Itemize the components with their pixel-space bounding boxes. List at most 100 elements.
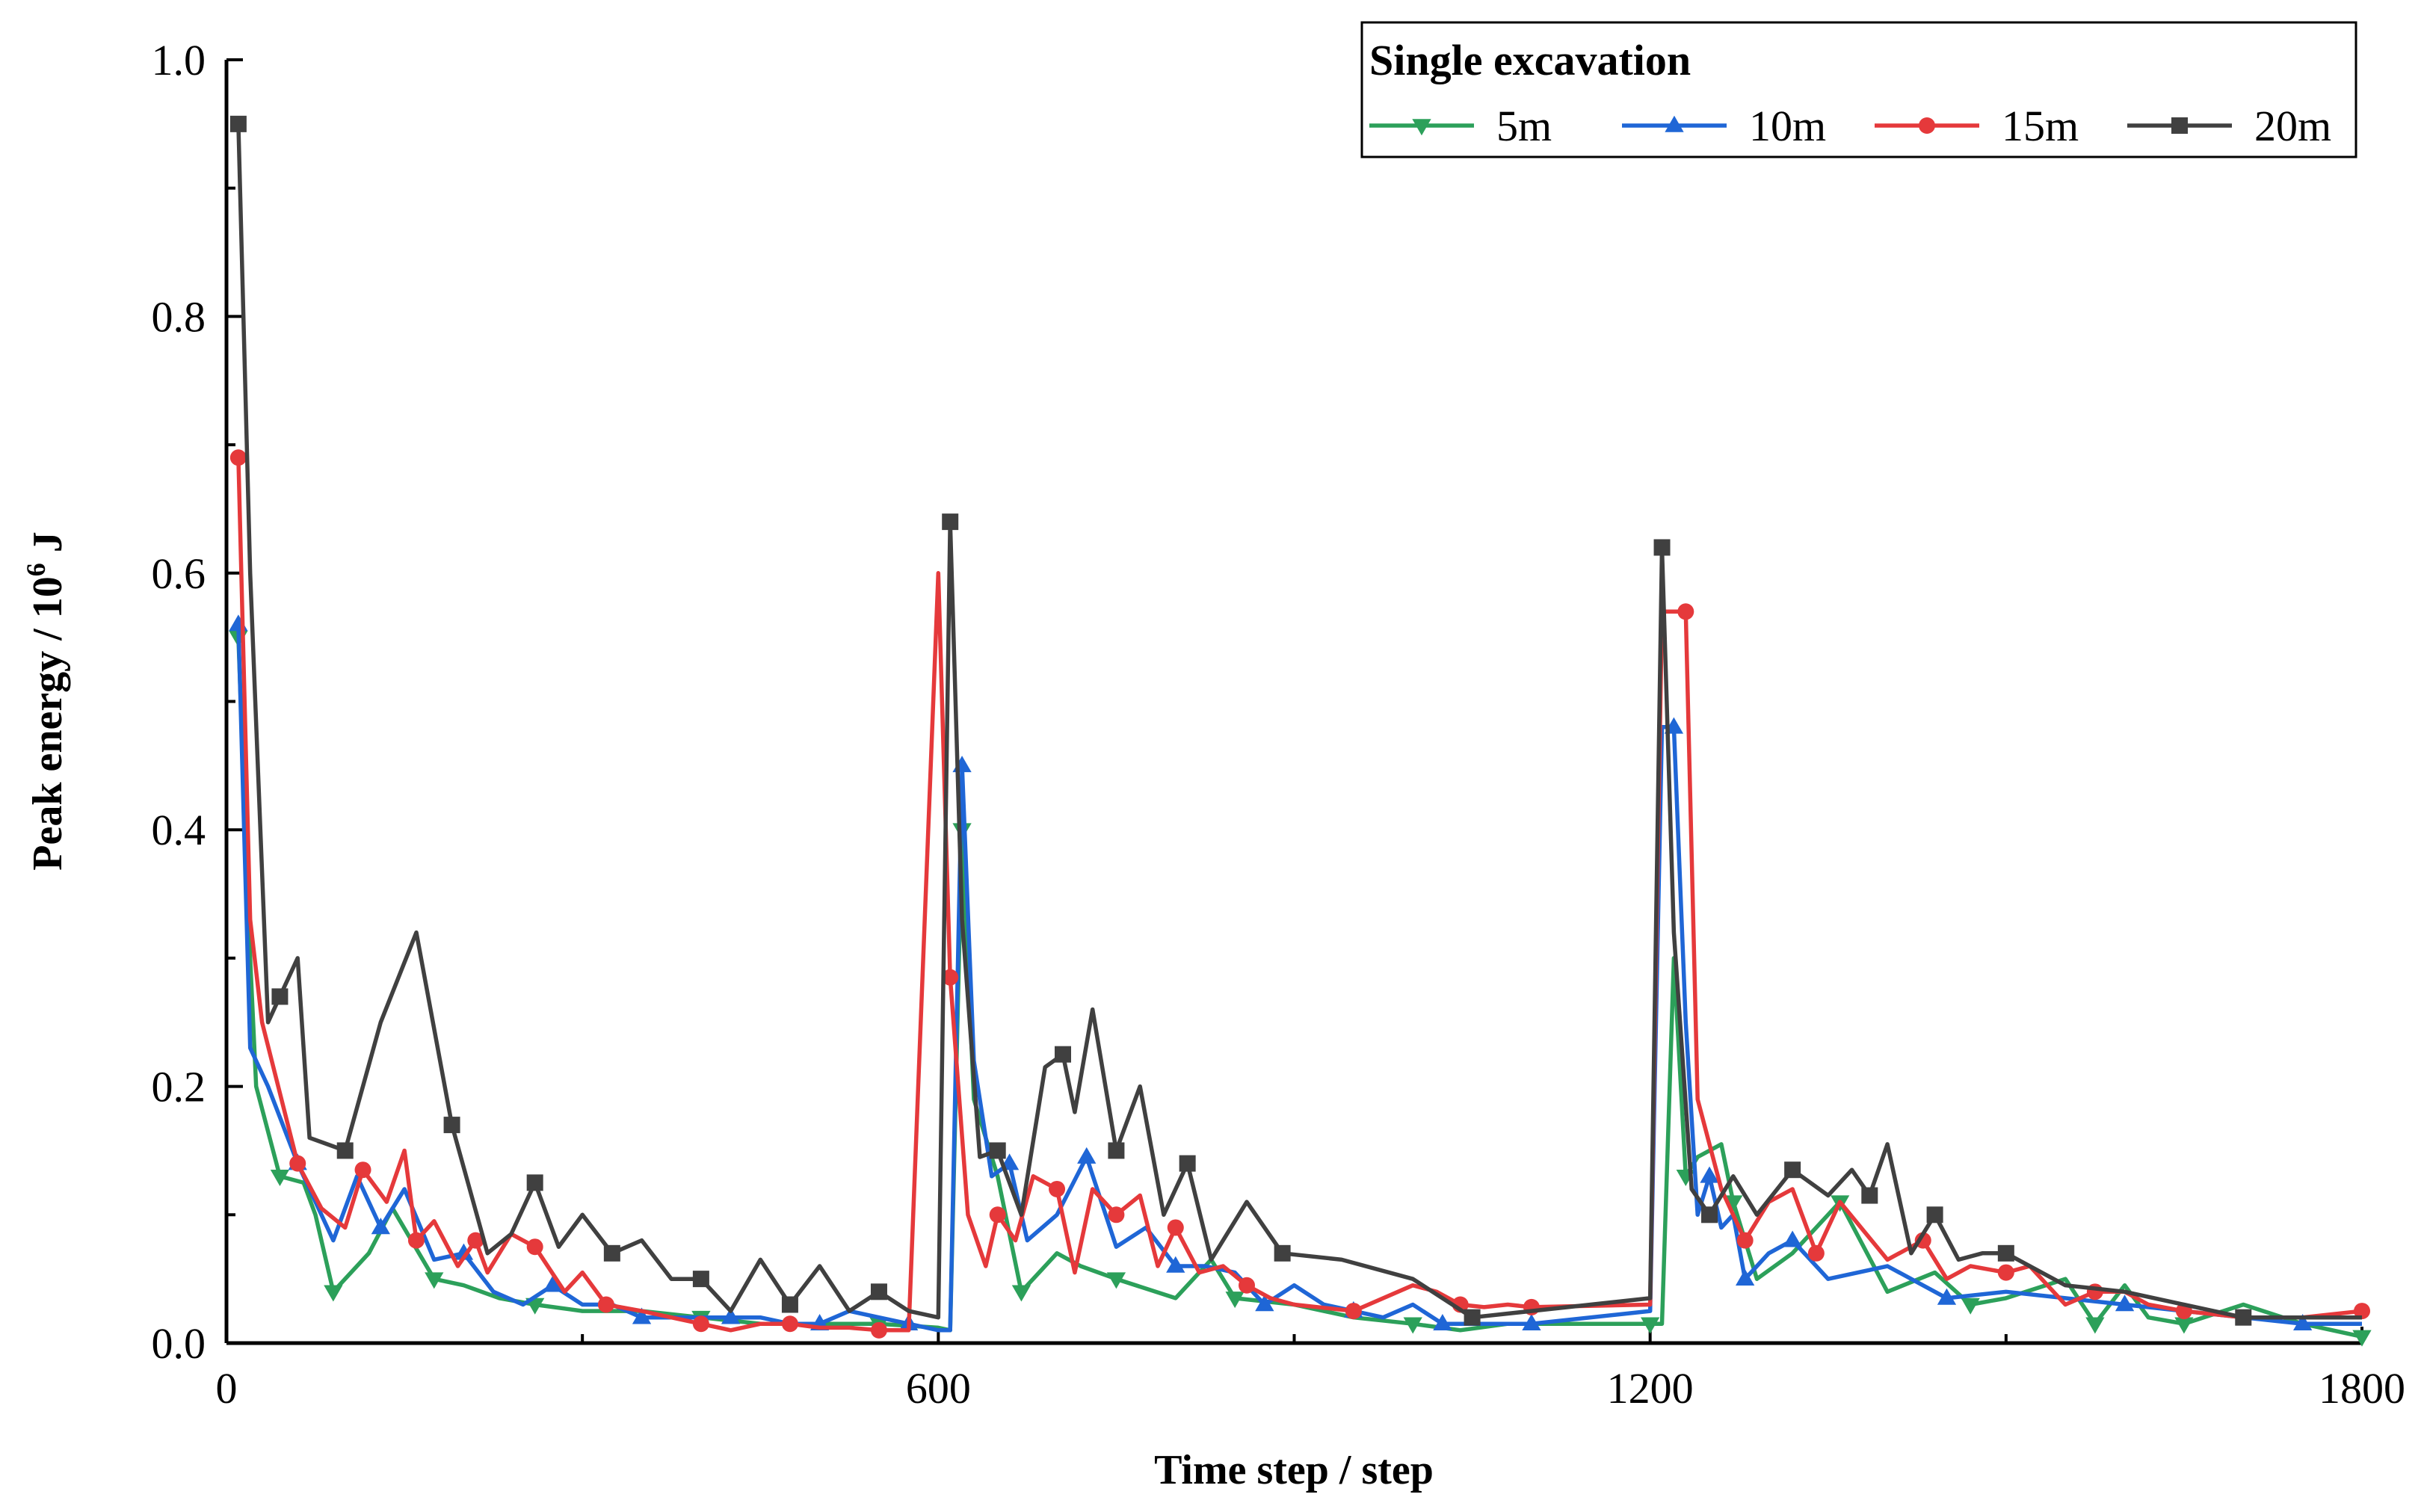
legend-label-20m: 20m [2254, 102, 2331, 150]
y-tick-label: 0.4 [152, 806, 206, 854]
y-tick-label: 1.0 [152, 36, 206, 84]
legend-marker-5m [1412, 119, 1431, 136]
data-point-10m [1522, 1314, 1541, 1331]
data-point-10m [1077, 1147, 1097, 1164]
data-point-10m [721, 1307, 741, 1324]
y-tick-label: 0.2 [152, 1063, 206, 1111]
tick-labels: 0 600 1200 1800 0.0 0.2 0.4 0.6 0.8 1.0 [152, 36, 2406, 1413]
series-line-10m [236, 624, 2362, 1333]
data-point-5m [324, 1285, 343, 1302]
data-point-5m [2174, 1317, 2194, 1334]
data-point-20m [692, 1271, 709, 1288]
data-point-10m [632, 1307, 652, 1324]
x-tick-label: 0 [216, 1364, 238, 1413]
y-tick-label: 0.6 [152, 549, 206, 598]
data-point-20m [229, 115, 247, 132]
data-point-10m [1937, 1288, 1957, 1305]
data-point-20m [1653, 539, 1671, 556]
data-point-15m [597, 1296, 614, 1313]
data-point-5m [1225, 1292, 1245, 1309]
data-point-5m [1106, 1272, 1126, 1289]
legend-marker-20m [2171, 117, 2188, 134]
x-tick-label: 600 [906, 1364, 971, 1413]
data-point-15m [229, 449, 247, 466]
data-point-15m [289, 1155, 306, 1172]
data-point-15m [1167, 1219, 1184, 1236]
data-point-15m [1239, 1277, 1256, 1294]
data-point-10m [1166, 1256, 1185, 1273]
series-group [229, 115, 2372, 1347]
y-tick-label: 0.8 [152, 292, 206, 341]
data-point-20m [781, 1296, 798, 1313]
legend-label-5m: 5m [1496, 102, 1552, 150]
legend-box [1360, 21, 2357, 158]
data-point-20m [1274, 1244, 1291, 1262]
data-point-10m [1783, 1230, 1802, 1247]
data-point-20m [942, 513, 959, 531]
data-point-15m [1049, 1180, 1066, 1197]
data-point-5m [270, 1169, 290, 1186]
series-line-15m [236, 457, 2363, 1333]
data-point-5m [1403, 1317, 1422, 1334]
x-tick-label: 1200 [1607, 1364, 1694, 1413]
data-point-15m [1736, 1232, 1754, 1249]
legend-title: Single excavation [1369, 36, 1691, 84]
series-15m [229, 449, 2370, 1339]
data-point-20m [1997, 1244, 2014, 1262]
legend-label-10m: 10m [1749, 102, 1826, 150]
data-point-5m [1641, 1317, 1660, 1334]
data-point-15m [781, 1315, 798, 1333]
data-point-20m [1054, 1046, 1071, 1063]
legend-marker-10m [1665, 115, 1684, 132]
data-point-20m [1926, 1206, 1943, 1224]
data-point-10m [454, 1243, 474, 1260]
x-tick-label: 1800 [2319, 1364, 2405, 1413]
data-point-20m [2235, 1309, 2252, 1326]
y-axis-title-unit-space [25, 552, 71, 563]
y-axis-title-group: Peak energy / 106 J [21, 531, 71, 870]
data-point-20m [603, 1244, 620, 1262]
data-point-15m [1345, 1303, 1362, 1320]
axes [224, 60, 2362, 1345]
legend-item-20m: 20m [2127, 102, 2331, 150]
data-point-10m [2292, 1314, 2313, 1331]
data-point-15m [467, 1232, 484, 1249]
data-point-20m [1108, 1142, 1125, 1159]
data-point-5m [2352, 1330, 2372, 1347]
data-point-20m [989, 1142, 1006, 1159]
data-point-15m [407, 1232, 425, 1249]
data-point-20m [1464, 1309, 1481, 1326]
y-tick-label: 0.0 [152, 1319, 206, 1368]
legend-label-15m: 15m [2002, 102, 2079, 150]
data-point-20m [1861, 1187, 1878, 1204]
data-point-20m [336, 1142, 354, 1159]
data-point-5m [1011, 1285, 1031, 1302]
data-point-20m [271, 988, 289, 1005]
data-point-15m [989, 1206, 1006, 1224]
tick-marks [225, 58, 2363, 1345]
data-point-5m [2085, 1317, 2105, 1334]
data-point-10m [2115, 1295, 2135, 1312]
y-axis-title-unit: J [25, 531, 71, 552]
data-point-10m [229, 614, 248, 632]
series-5m [229, 630, 2372, 1347]
data-point-5m [1961, 1297, 1980, 1315]
data-point-10m [371, 1218, 390, 1235]
y-axis-title-main: Peak energy / 10 [25, 576, 71, 870]
data-point-15m [2354, 1303, 2370, 1320]
legend-item-15m: 15m [1875, 102, 2079, 150]
data-point-15m [354, 1161, 371, 1179]
data-point-20m [443, 1117, 460, 1134]
series-line-20m [236, 123, 2362, 1320]
data-point-10m [1433, 1314, 1452, 1331]
data-point-15m [1807, 1244, 1825, 1262]
data-point-15m [942, 969, 959, 986]
x-axis-title: Time step / step [1154, 1447, 1434, 1493]
data-point-15m [870, 1321, 887, 1339]
data-point-10m [1255, 1295, 1274, 1312]
data-point-20m [1784, 1161, 1801, 1179]
data-point-15m [1108, 1206, 1125, 1224]
data-point-5m [1724, 1195, 1743, 1212]
y-axis-title-superscript: 6 [21, 563, 51, 576]
data-point-10m [1700, 1166, 1719, 1183]
